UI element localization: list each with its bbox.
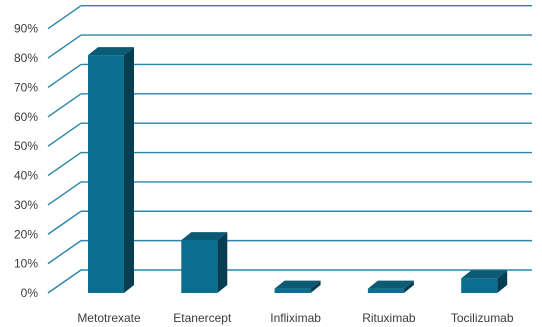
bar-etanercept: [181, 232, 228, 293]
y-tick-label: 60%: [14, 110, 38, 124]
gridline-diagonal: [47, 63, 82, 88]
bars-layer: [88, 47, 508, 294]
grid-layer: [47, 4, 532, 294]
y-tick-label: 40%: [14, 169, 38, 183]
gridline-diagonal: [47, 34, 82, 59]
bar-top-etanercept: [181, 232, 228, 241]
bar-front-metotrexate: [88, 55, 124, 294]
bar-infliximab: [274, 280, 321, 293]
x-tick-label: Etanercept: [173, 311, 232, 325]
gridline-diagonal: [47, 181, 82, 206]
x-tick-label: Metotrexate: [77, 311, 141, 325]
bar-front-tocilizumab: [461, 278, 498, 293]
y-tick-label: 10%: [14, 257, 38, 271]
y-tick-label: 50%: [14, 139, 38, 153]
gridline-diagonal: [47, 240, 82, 265]
gridline-diagonal: [47, 210, 82, 235]
gridline-diagonal: [47, 151, 82, 177]
x-axis-ticks: Metotrexate Etanercept Infliximab Rituximab…: [77, 311, 514, 325]
bar-side-infliximab: [310, 280, 321, 293]
bar-side-rituximab: [403, 280, 414, 293]
gridline-diagonal: [47, 122, 82, 147]
bar-front-etanercept: [181, 240, 218, 293]
gridline-diagonal: [47, 93, 82, 118]
bar-rituximab: [367, 280, 414, 293]
bar-side-metotrexate: [124, 47, 134, 294]
bar-top-tocilizumab: [461, 270, 508, 279]
y-tick-label: 30%: [14, 198, 38, 212]
bar-top-metotrexate: [88, 47, 134, 56]
bar-side-tocilizumab: [497, 270, 508, 293]
x-tick-label: Rituximab: [362, 311, 416, 325]
bar-front-rituximab: [367, 288, 404, 293]
bar-top-rituximab: [367, 280, 414, 289]
y-axis-ticks: 0% 10% 20% 30% 40% 50% 60% 70% 80% 90%: [14, 22, 38, 300]
gridline-diagonal: [47, 269, 82, 294]
x-tick-label: Tocilizumab: [451, 311, 514, 325]
y-tick-label: 90%: [14, 22, 38, 36]
y-tick-label: 0%: [21, 286, 39, 300]
bar-metotrexate: [88, 47, 134, 294]
bar-tocilizumab: [461, 270, 508, 293]
y-tick-label: 80%: [14, 51, 38, 65]
bar-side-etanercept: [217, 232, 228, 293]
bar-front-infliximab: [274, 288, 311, 293]
bar-top-infliximab: [274, 280, 321, 289]
gridline-diagonal: [47, 5, 82, 30]
x-tick-label: Infliximab: [270, 311, 321, 325]
y-tick-label: 70%: [14, 80, 38, 94]
y-tick-label: 20%: [14, 227, 38, 241]
